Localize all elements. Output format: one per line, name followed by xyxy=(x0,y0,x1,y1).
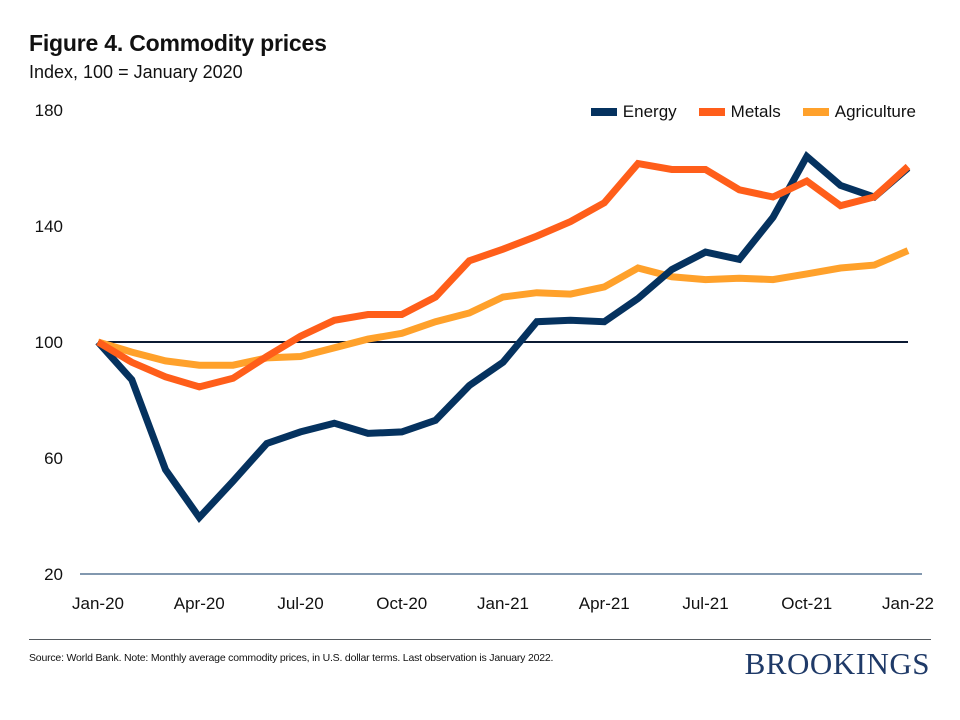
series-line-metals xyxy=(96,159,911,391)
y-axis: 20 60 100 140 180 xyxy=(35,101,63,584)
legend-swatch-agriculture xyxy=(802,108,829,116)
series-line-agriculture xyxy=(96,247,910,369)
chart-title: Figure 4. Commodity prices xyxy=(29,30,327,56)
x-tick-label: Jan-21 xyxy=(477,594,529,613)
x-tick-label: Jan-20 xyxy=(72,594,124,613)
y-tick-label: 60 xyxy=(44,449,63,468)
footer-divider xyxy=(29,639,931,640)
y-tick-label: 140 xyxy=(35,217,63,236)
legend-item-energy: Energy xyxy=(590,102,677,122)
x-tick-label: Jul-20 xyxy=(277,594,323,613)
source-note: Source: World Bank. Note: Monthly averag… xyxy=(29,652,554,664)
chart-subtitle: Index, 100 = January 2020 xyxy=(29,62,243,82)
y-tick-label: 180 xyxy=(35,101,63,120)
x-tick-label: Oct-21 xyxy=(781,594,832,613)
x-tick-label: Apr-20 xyxy=(174,594,225,613)
brookings-logo: BROOKINGS xyxy=(744,646,930,681)
x-axis: Jan-20 Apr-20 Jul-20 Oct-20 Jan-21 Apr-21 Jul-… xyxy=(72,573,934,613)
x-tick-label: Oct-20 xyxy=(376,594,427,613)
legend-item-metals: Metals xyxy=(698,102,781,122)
legend-swatch-metals xyxy=(698,108,725,116)
x-tick-label: Jan-22 xyxy=(882,594,934,613)
x-tick-label: Jul-21 xyxy=(682,594,728,613)
y-tick-label: 100 xyxy=(35,333,63,352)
x-tick-label: Apr-21 xyxy=(579,594,630,613)
series-line-energy xyxy=(95,150,911,524)
legend-label-energy: Energy xyxy=(622,102,677,121)
legend-item-agriculture: Agriculture xyxy=(802,102,916,122)
legend-swatch-energy xyxy=(590,108,617,116)
series-group xyxy=(95,150,911,524)
legend-label-agriculture: Agriculture xyxy=(834,102,916,121)
legend-label-metals: Metals xyxy=(730,102,781,121)
legend: Energy Metals Agriculture xyxy=(590,102,916,122)
y-tick-label: 20 xyxy=(44,565,63,584)
